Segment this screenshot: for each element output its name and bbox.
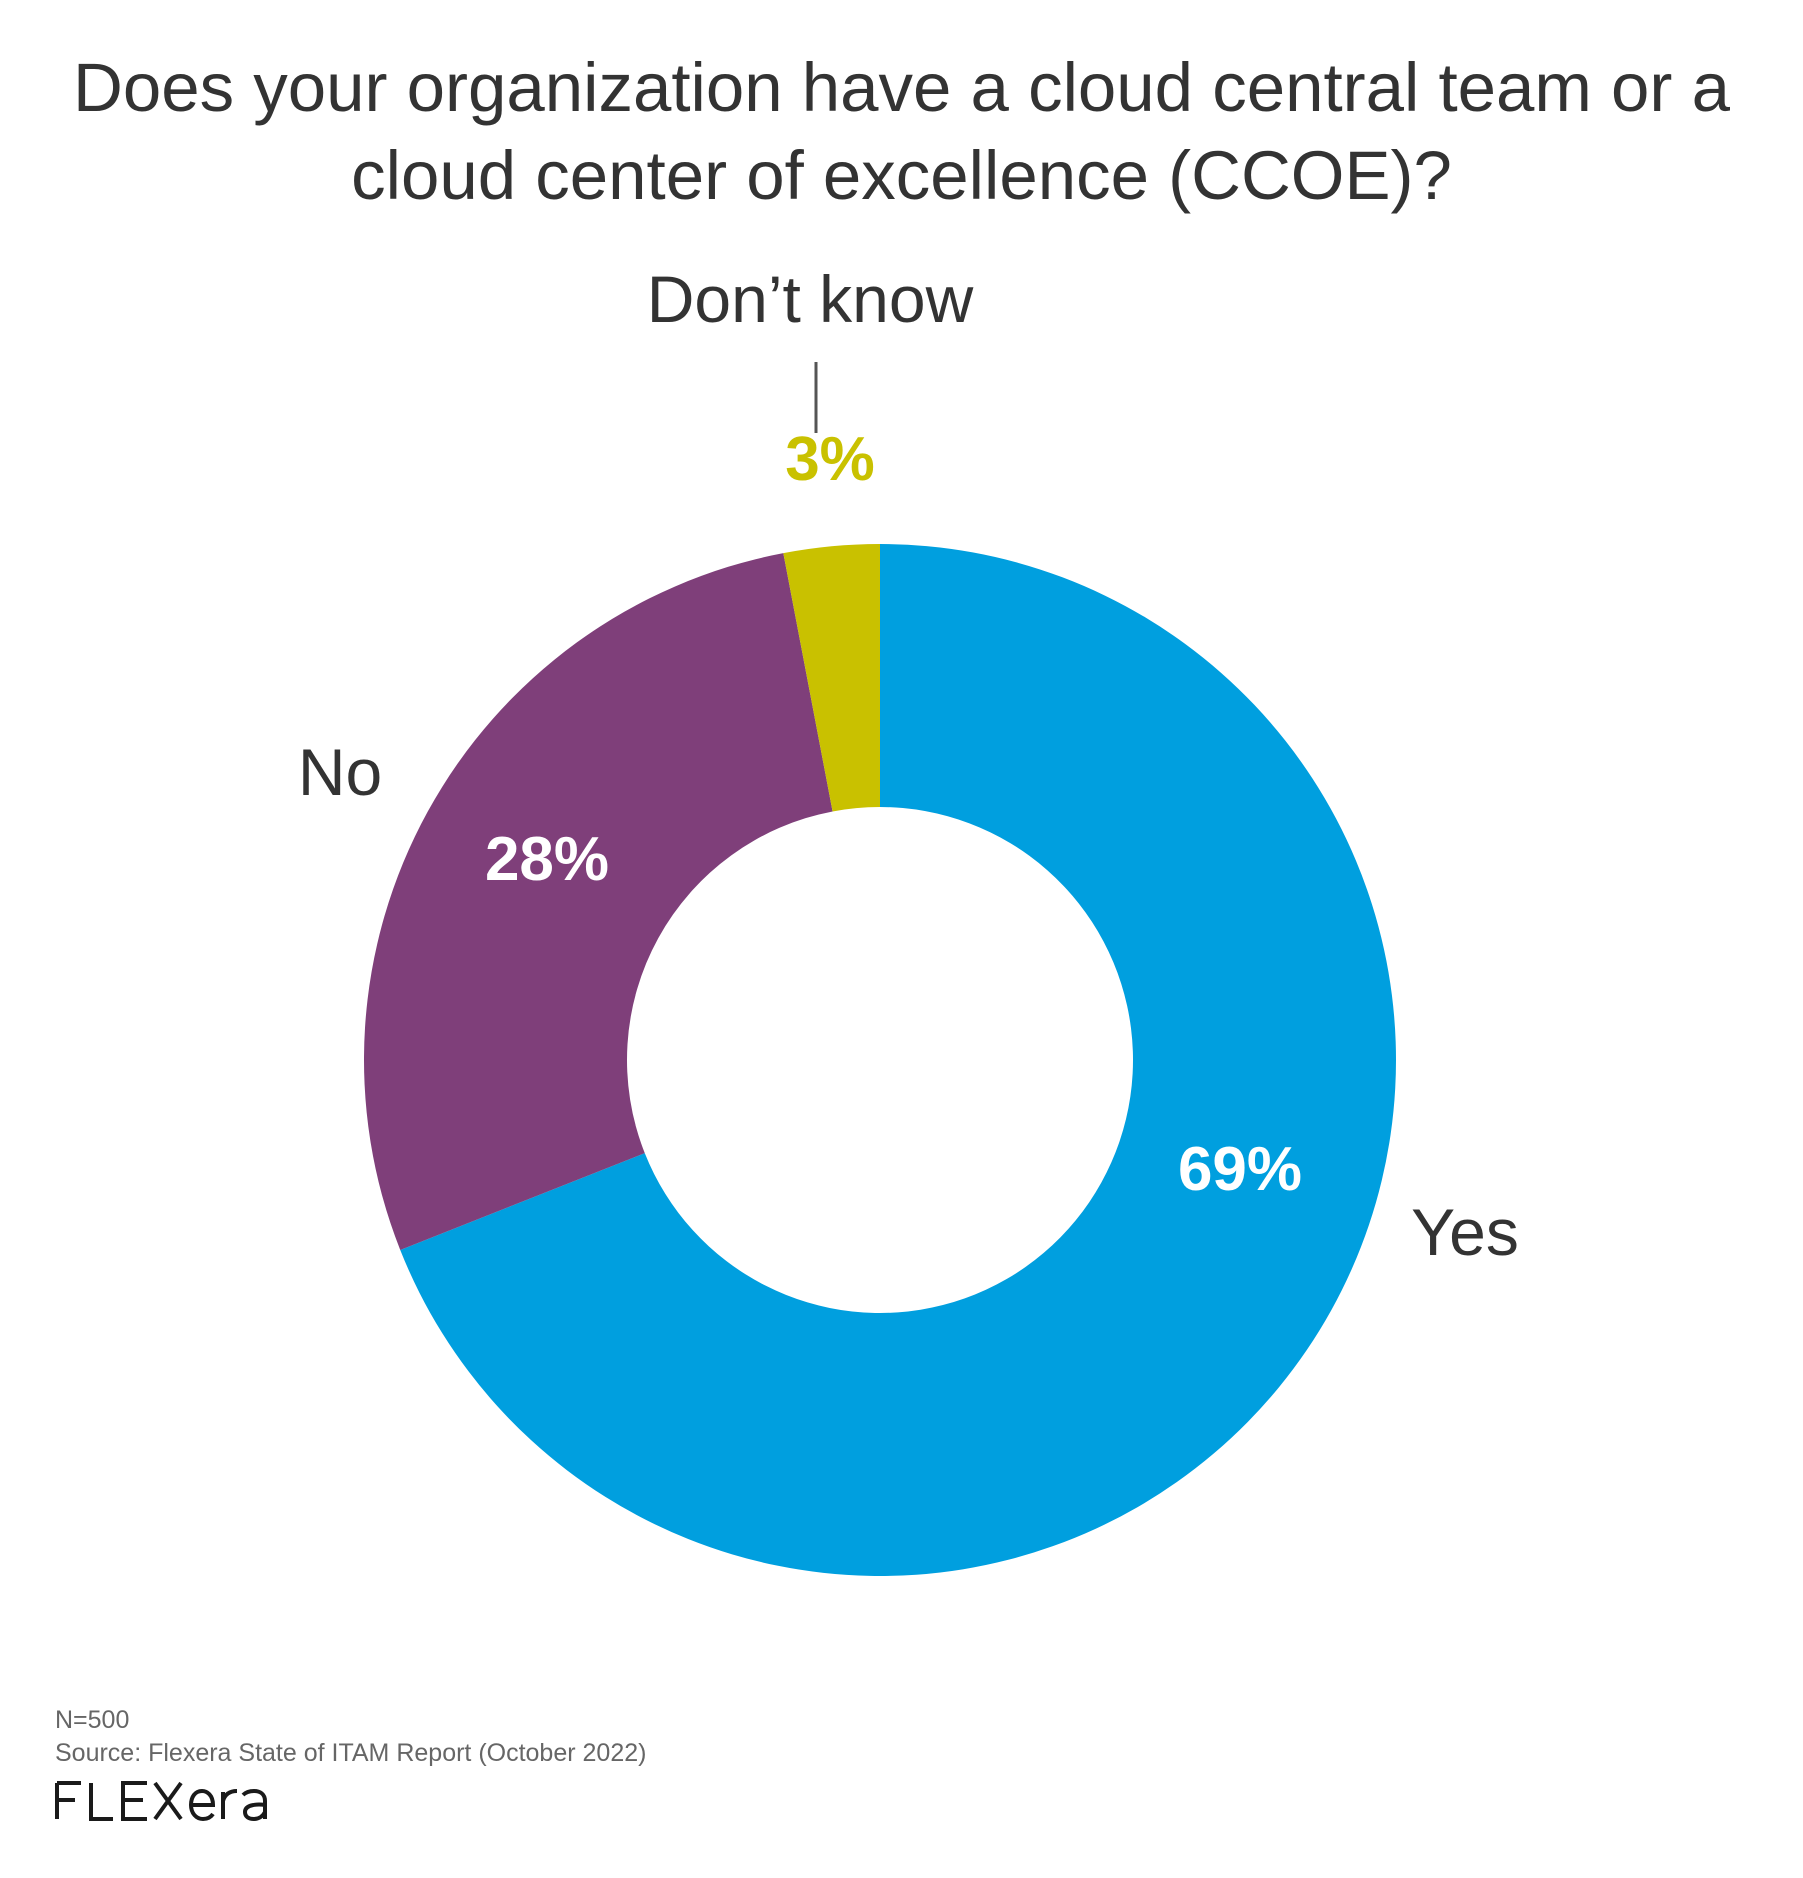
- slice-no: [363, 553, 833, 1250]
- source-note: Source: Flexera State of ITAM Report (Oc…: [55, 1739, 647, 1767]
- flexera-logo: [55, 1775, 285, 1836]
- donut-chart: Yes 69% No 28% Don’t know 3%: [298, 262, 1519, 1577]
- value-label-yes: 69%: [1178, 1135, 1302, 1204]
- category-label-no: No: [298, 735, 382, 809]
- sample-size-note: N=500: [55, 1706, 130, 1734]
- slice-yes: [400, 544, 1396, 1577]
- category-label-yes: Yes: [1411, 1195, 1519, 1269]
- value-label-no: 28%: [485, 825, 609, 894]
- value-label-don-t-know: 3%: [785, 425, 875, 494]
- flexera-logo-wordmark: [55, 1781, 267, 1822]
- category-label-don-t-know: Don’t know: [647, 262, 974, 336]
- chart-title-line-1: Does your organization have a cloud cent…: [73, 49, 1730, 126]
- slice-don-t-know: [783, 544, 880, 812]
- chart-title-line-2: cloud center of excellence (CCOE)?: [351, 137, 1452, 214]
